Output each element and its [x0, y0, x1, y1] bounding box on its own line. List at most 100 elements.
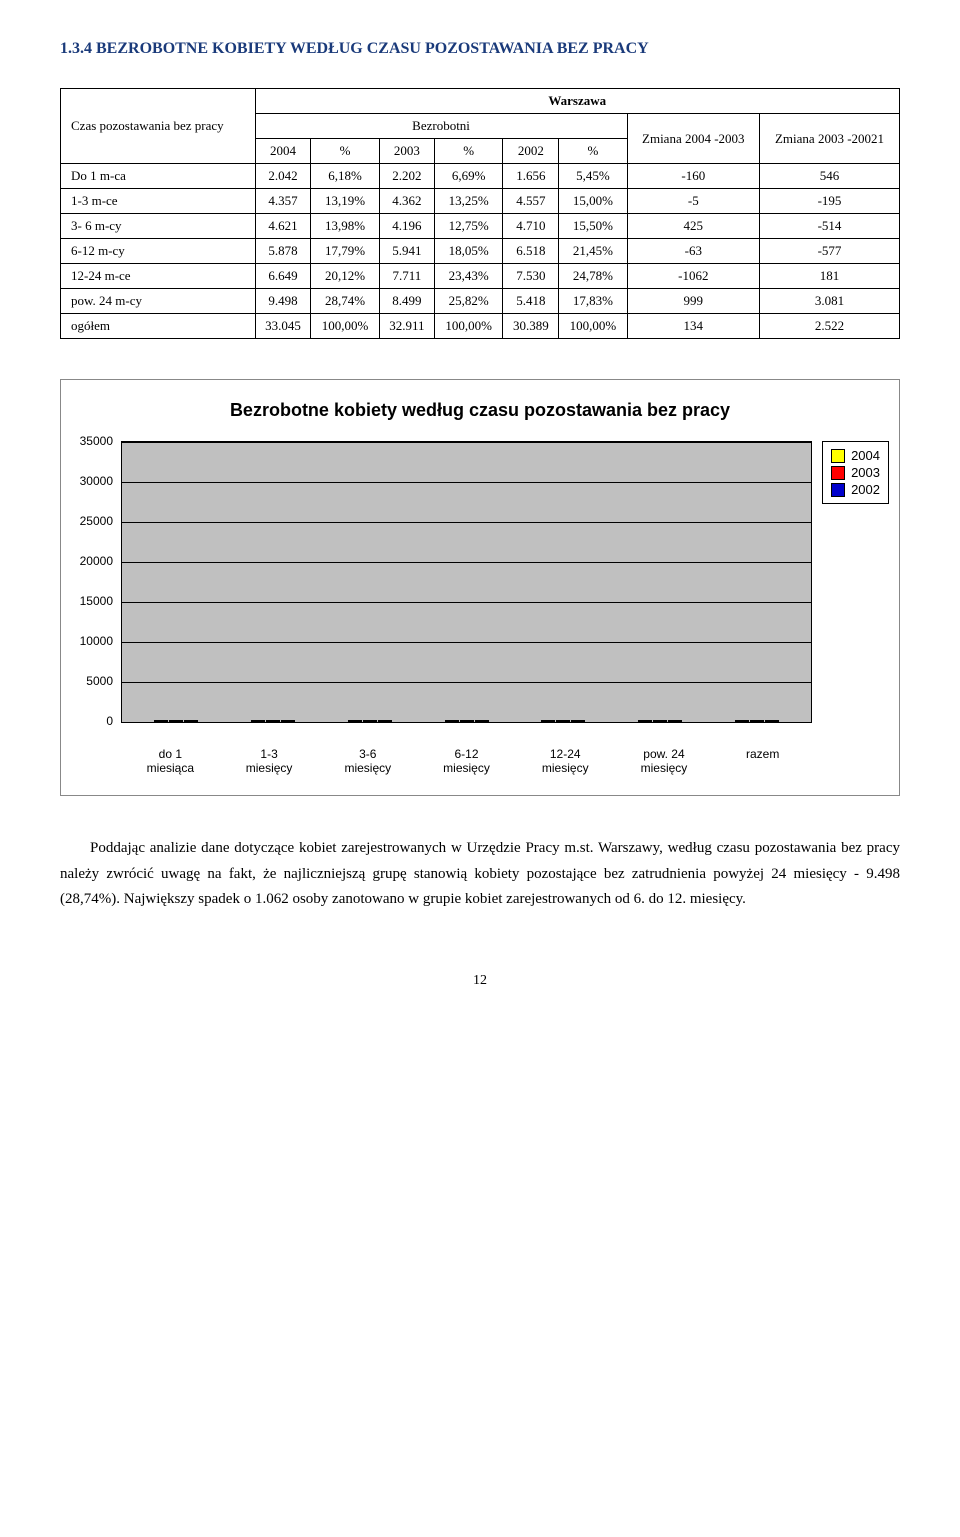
x-axis-label: 3-6 miesięcy [338, 747, 398, 775]
table-cell: 4.357 [255, 189, 311, 214]
bar-group [445, 720, 489, 722]
table-cell: 23,43% [435, 264, 503, 289]
table-cell: 8.499 [379, 289, 434, 314]
bar-group [348, 720, 392, 722]
bar [184, 720, 198, 722]
table-cell: -1062 [627, 264, 759, 289]
table-cell: 21,45% [559, 239, 627, 264]
bar-group [638, 720, 682, 722]
table-cell: -5 [627, 189, 759, 214]
bar-group [251, 720, 295, 722]
table-cell: 3.081 [760, 289, 900, 314]
table-cell: 100,00% [559, 314, 627, 339]
legend-item: 2002 [831, 482, 880, 497]
table-cell: 546 [760, 164, 900, 189]
bar [363, 720, 377, 722]
legend-label: 2003 [851, 465, 880, 480]
table-cell: 181 [760, 264, 900, 289]
y-axis-label: 15000 [65, 594, 113, 608]
table-row-label: 1-3 m-ce [61, 189, 256, 214]
table-cell: 33.045 [255, 314, 311, 339]
legend-item: 2004 [831, 448, 880, 463]
table-cell: 6.518 [503, 239, 559, 264]
bar-group [541, 720, 585, 722]
x-axis-label: razem [733, 747, 793, 775]
chart-plot [121, 441, 812, 723]
table-row-label: 6-12 m-cy [61, 239, 256, 264]
table-row-label: 3- 6 m-cy [61, 214, 256, 239]
chart-title: Bezrobotne kobiety według czasu pozostaw… [71, 400, 889, 421]
chart-area: 05000100001500020000250003000035000 do 1… [71, 441, 812, 775]
bar [378, 720, 392, 722]
x-axis-label: do 1 miesiąca [140, 747, 200, 775]
table-cell: 20,12% [311, 264, 379, 289]
bar [541, 720, 555, 722]
col-pct1: % [311, 139, 379, 164]
bar [281, 720, 295, 722]
bar [460, 720, 474, 722]
x-axis-label: pow. 24 miesięcy [634, 747, 694, 775]
body-text: Poddając analizie dane dotyczące kobiet … [60, 836, 900, 913]
table-cell: 999 [627, 289, 759, 314]
table-row-label: Do 1 m-ca [61, 164, 256, 189]
bar [653, 720, 667, 722]
table-cell: 6.649 [255, 264, 311, 289]
table-row-label: pow. 24 m-cy [61, 289, 256, 314]
table-cell: 17,79% [311, 239, 379, 264]
bar [750, 720, 764, 722]
legend-swatch [831, 483, 845, 497]
y-axis-label: 10000 [65, 634, 113, 648]
table-cell: 15,00% [559, 189, 627, 214]
table-cell: 5.878 [255, 239, 311, 264]
table-cell: 4.196 [379, 214, 434, 239]
table-cell: 18,05% [435, 239, 503, 264]
table-cell: 6,18% [311, 164, 379, 189]
table-cell: 9.498 [255, 289, 311, 314]
data-table: Czas pozostawania bez pracy Warszawa Bez… [60, 88, 900, 339]
table-sub-header: Bezrobotni [255, 114, 627, 139]
bar [556, 720, 570, 722]
table-cell: 13,98% [311, 214, 379, 239]
legend-item: 2003 [831, 465, 880, 480]
legend-swatch [831, 466, 845, 480]
x-axis-label: 6-12 miesięcy [437, 747, 497, 775]
table-cell: 2.202 [379, 164, 434, 189]
bar [571, 720, 585, 722]
table-cell: 25,82% [435, 289, 503, 314]
bar [445, 720, 459, 722]
col-2003: 2003 [379, 139, 434, 164]
bar [348, 720, 362, 722]
table-cell: 134 [627, 314, 759, 339]
table-cell: 4.621 [255, 214, 311, 239]
bar [266, 720, 280, 722]
table-cell: 4.557 [503, 189, 559, 214]
table-cell: -195 [760, 189, 900, 214]
table-cell: 28,74% [311, 289, 379, 314]
table-cell: 24,78% [559, 264, 627, 289]
y-axis-label: 20000 [65, 554, 113, 568]
table-cell: 4.362 [379, 189, 434, 214]
bar [668, 720, 682, 722]
col-pct2: % [435, 139, 503, 164]
bar [735, 720, 749, 722]
bar [765, 720, 779, 722]
table-cell: 7.711 [379, 264, 434, 289]
table-cell: -577 [760, 239, 900, 264]
table-cell: 32.911 [379, 314, 434, 339]
table-cell: 12,75% [435, 214, 503, 239]
y-axis-label: 35000 [65, 434, 113, 448]
section-title: 1.3.4 BEZROBOTNE KOBIETY WEDŁUG CZASU PO… [60, 40, 900, 58]
table-cell: 7.530 [503, 264, 559, 289]
table-cell: 5.418 [503, 289, 559, 314]
chart-legend: 2004 2003 2002 [822, 441, 889, 504]
y-axis-label: 0 [65, 714, 113, 728]
x-axis-label: 12-24 miesięcy [535, 747, 595, 775]
bar [475, 720, 489, 722]
row-header-title: Czas pozostawania bez pracy [61, 89, 256, 164]
bar [638, 720, 652, 722]
table-row-label: 12-24 m-ce [61, 264, 256, 289]
table-cell: 6,69% [435, 164, 503, 189]
table-cell: -160 [627, 164, 759, 189]
table-top-header: Warszawa [255, 89, 899, 114]
col-zmiana1: Zmiana 2004 -2003 [627, 114, 759, 164]
